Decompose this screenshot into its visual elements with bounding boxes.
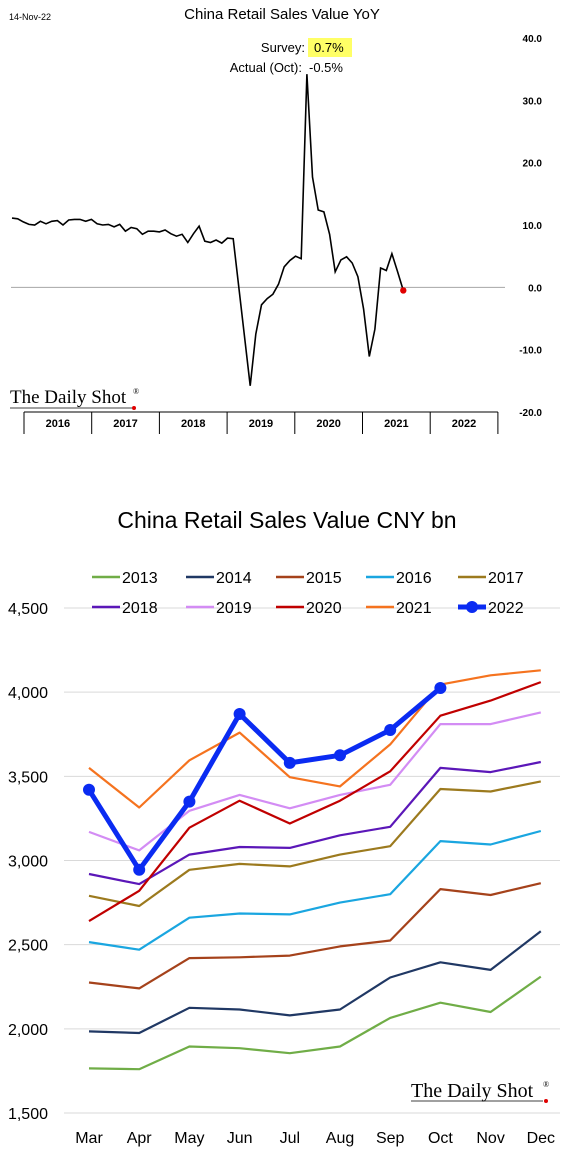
legend-label-2019: 2019 bbox=[216, 600, 252, 617]
cny-x-tick-label: Jul bbox=[280, 1130, 300, 1147]
legend-label-2015: 2015 bbox=[306, 570, 342, 587]
legend-label-2021: 2021 bbox=[396, 600, 432, 617]
legend-label-2014: 2014 bbox=[216, 570, 252, 587]
cny-y-tick-label: 3,000 bbox=[8, 854, 48, 871]
series-line-2019 bbox=[88, 711, 542, 852]
series-point-2022 bbox=[334, 749, 346, 762]
cny-chart: China Retail Sales Value CNY bn 4,500 4,0… bbox=[8, 507, 560, 1147]
cny-y-tick-label: 2,500 bbox=[8, 938, 48, 955]
yoy-last-point bbox=[400, 287, 407, 294]
cny-x-tick-label: Mar bbox=[75, 1130, 103, 1147]
yoy-y-axis: 40.0 30.0 20.0 10.0 0.0 -10.0 -20.0 bbox=[519, 34, 542, 419]
cny-y-tick-label: 1,500 bbox=[8, 1106, 48, 1123]
series-line-2017 bbox=[88, 780, 542, 908]
legend-label-2020: 2020 bbox=[306, 600, 342, 617]
brand-dot bbox=[132, 406, 136, 410]
yoy-chart-title: China Retail Sales Value YoY bbox=[184, 6, 380, 23]
yoy-y-tick-label: 10.0 bbox=[523, 221, 543, 232]
cny-y-tick-label: 2,000 bbox=[8, 1022, 48, 1039]
cny-x-tick-label: Apr bbox=[127, 1130, 153, 1147]
series-line-2016 bbox=[88, 829, 542, 951]
cny-x-tick-label: Dec bbox=[527, 1130, 555, 1147]
date-label: 14-Nov-22 bbox=[9, 12, 51, 22]
survey-value: 0.7% bbox=[314, 40, 344, 55]
cny-x-tick-label: Aug bbox=[326, 1130, 354, 1147]
actual-label: Actual (Oct): bbox=[230, 60, 302, 75]
cny-chart-title: China Retail Sales Value CNY bn bbox=[117, 507, 456, 533]
series-point-2022 bbox=[283, 756, 296, 769]
survey-highlight bbox=[308, 38, 352, 57]
yoy-y-tick-label: 0.0 bbox=[528, 283, 542, 294]
brand-dot bbox=[544, 1099, 548, 1103]
brand-mark: ® bbox=[543, 1080, 549, 1089]
yoy-year-label: 2016 bbox=[46, 418, 70, 430]
actual-value: -0.5% bbox=[309, 60, 343, 75]
yoy-chart: 14-Nov-22 China Retail Sales Value YoY S… bbox=[9, 6, 542, 434]
cny-x-tick-label: May bbox=[174, 1130, 204, 1147]
daily-shot-logo-top: The Daily Shot ® bbox=[10, 387, 139, 410]
cny-x-tick-label: Sep bbox=[376, 1130, 405, 1147]
series-line-2018 bbox=[88, 760, 542, 886]
series-line-2013 bbox=[88, 975, 542, 1071]
series-line-2022 bbox=[86, 686, 443, 873]
cny-x-tick-label: Jun bbox=[227, 1130, 253, 1147]
legend-label-2017: 2017 bbox=[488, 570, 524, 587]
yoy-series-line bbox=[11, 74, 405, 386]
series-point-2022 bbox=[83, 783, 95, 796]
brand-mark: ® bbox=[133, 387, 139, 396]
cny-y-axis: 4,500 4,000 3,500 3,000 2,500 2,000 1,500 bbox=[8, 601, 48, 1123]
series-line-2015 bbox=[88, 882, 542, 990]
daily-shot-logo-bottom: The Daily Shot ® bbox=[411, 1080, 549, 1103]
cny-legend: 2013 2014 2015 2016 2017 2018 2019 2020 2021 2022 bbox=[92, 570, 524, 617]
yoy-year-label: 2020 bbox=[316, 418, 340, 430]
series-line-2014 bbox=[88, 930, 542, 1035]
series-line-2020 bbox=[88, 681, 542, 923]
yoy-year-label: 2017 bbox=[113, 418, 137, 430]
cny-y-tick-label: 4,000 bbox=[8, 685, 48, 702]
legend-label-2018: 2018 bbox=[122, 600, 158, 617]
legend-label-2013: 2013 bbox=[122, 570, 158, 587]
cny-y-tick-label: 4,500 bbox=[8, 601, 48, 618]
yoy-y-tick-label: -20.0 bbox=[519, 408, 542, 419]
yoy-year-label: 2019 bbox=[249, 418, 273, 430]
yoy-year-label: 2022 bbox=[452, 418, 476, 430]
legend-label-2022: 2022 bbox=[488, 600, 524, 617]
series-point-2022 bbox=[133, 863, 146, 876]
series-point-2022 bbox=[183, 795, 196, 808]
series-point-2022 bbox=[384, 724, 397, 737]
yoy-y-tick-label: 20.0 bbox=[523, 159, 543, 170]
cny-x-tick-label: Oct bbox=[428, 1130, 453, 1147]
brand-text: The Daily Shot bbox=[10, 387, 127, 408]
yoy-y-tick-label: 30.0 bbox=[523, 96, 543, 107]
yoy-year-label: 2021 bbox=[384, 418, 408, 430]
cny-x-tick-label: Nov bbox=[476, 1130, 504, 1147]
cny-x-axis: Mar Apr May Jun Jul Aug Sep Oct Nov Dec bbox=[75, 1130, 555, 1147]
cny-y-tick-label: 3,500 bbox=[8, 769, 48, 786]
yoy-x-axis: 2016 2017 2018 2019 2020 2021 2022 bbox=[23, 411, 499, 434]
yoy-y-tick-label: 40.0 bbox=[523, 34, 543, 45]
legend-marker-2022 bbox=[466, 601, 478, 613]
series-point-2022 bbox=[233, 708, 246, 721]
brand-text: The Daily Shot bbox=[411, 1080, 534, 1102]
legend-label-2016: 2016 bbox=[396, 570, 432, 587]
survey-label: Survey: bbox=[261, 40, 305, 55]
cny-series-group bbox=[83, 669, 542, 1071]
series-line-2021 bbox=[88, 669, 541, 809]
yoy-year-label: 2018 bbox=[181, 418, 205, 430]
yoy-y-tick-label: -10.0 bbox=[519, 346, 542, 357]
series-point-2022 bbox=[434, 681, 447, 694]
